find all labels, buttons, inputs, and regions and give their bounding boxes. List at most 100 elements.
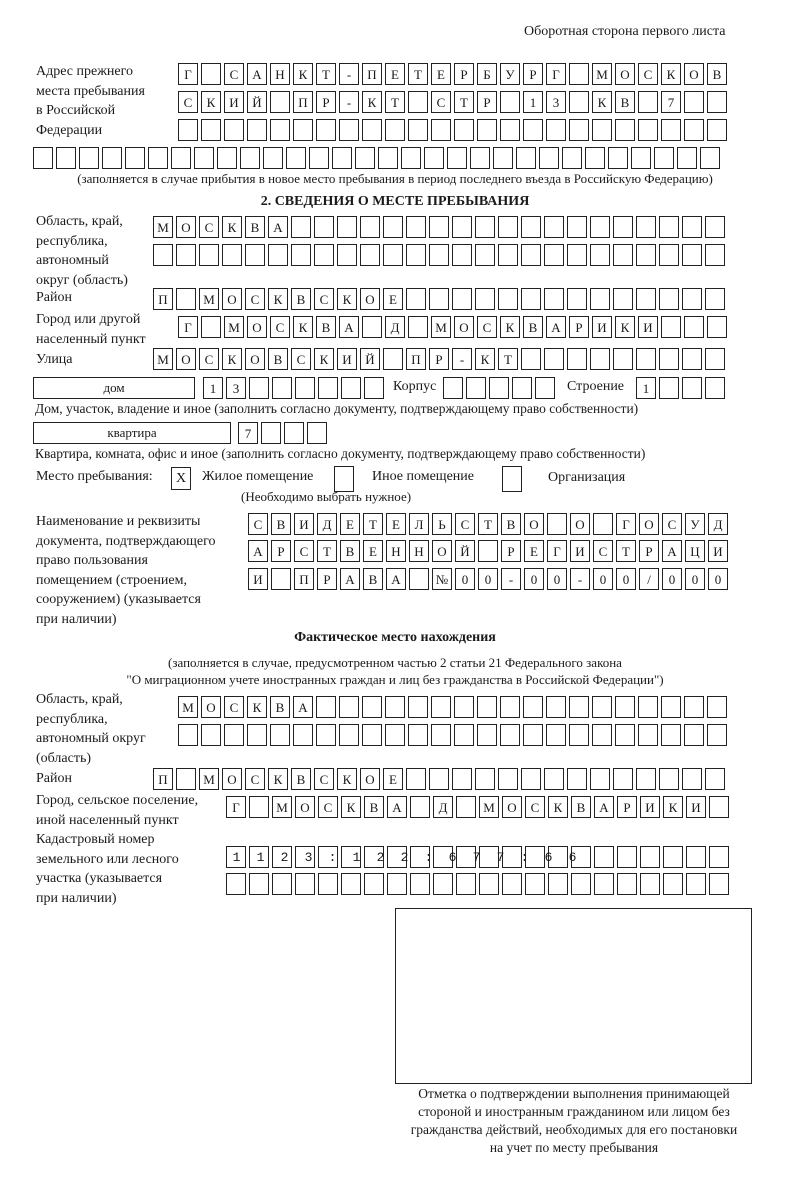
char-cell[interactable]: Е <box>363 540 383 562</box>
char-cell[interactable]: Г <box>178 63 198 85</box>
char-cell[interactable]: 1 <box>523 91 543 113</box>
char-cell[interactable]: Ь <box>432 513 452 535</box>
char-cell[interactable]: Г <box>546 63 566 85</box>
char-cell[interactable] <box>385 119 405 141</box>
char-cell[interactable] <box>663 846 683 868</box>
char-cell[interactable] <box>590 244 610 266</box>
char-cell[interactable]: О <box>684 63 704 85</box>
char-cell[interactable] <box>562 147 582 169</box>
char-cell[interactable] <box>592 724 612 746</box>
char-cell[interactable]: С <box>455 513 475 535</box>
char-cell[interactable] <box>272 377 292 399</box>
char-cell[interactable] <box>447 147 467 169</box>
char-cell[interactable] <box>638 696 658 718</box>
char-cell[interactable]: 0 <box>524 568 544 590</box>
char-cell[interactable] <box>247 724 267 746</box>
char-cell[interactable] <box>489 377 509 399</box>
char-cell[interactable]: Е <box>383 288 403 310</box>
house-type-field[interactable]: дом <box>33 377 195 399</box>
char-cell[interactable] <box>408 91 428 113</box>
char-cell[interactable]: В <box>245 216 265 238</box>
char-cell[interactable]: А <box>339 316 359 338</box>
char-cell[interactable] <box>593 513 613 535</box>
char-cell[interactable]: Т <box>478 513 498 535</box>
prev-address-row-3[interactable] <box>178 119 730 141</box>
char-cell[interactable] <box>638 91 658 113</box>
char-cell[interactable] <box>309 147 329 169</box>
char-cell[interactable] <box>523 696 543 718</box>
char-cell[interactable]: Ц <box>685 540 705 562</box>
char-cell[interactable] <box>360 244 380 266</box>
char-cell[interactable] <box>341 377 361 399</box>
char-cell[interactable] <box>546 119 566 141</box>
char-cell[interactable] <box>364 873 384 895</box>
char-cell[interactable]: И <box>294 513 314 535</box>
char-cell[interactable] <box>661 119 681 141</box>
char-cell[interactable] <box>523 119 543 141</box>
char-cell[interactable] <box>479 873 499 895</box>
char-cell[interactable] <box>493 147 513 169</box>
char-cell[interactable] <box>613 768 633 790</box>
char-cell[interactable]: А <box>662 540 682 562</box>
char-cell[interactable]: С <box>245 288 265 310</box>
char-cell[interactable] <box>429 288 449 310</box>
char-cell[interactable] <box>569 63 589 85</box>
char-cell[interactable]: Й <box>360 348 380 370</box>
char-cell[interactable] <box>516 147 536 169</box>
stroenie-row[interactable]: 1 <box>636 377 728 399</box>
actual-region-row-2[interactable] <box>178 724 730 746</box>
char-cell[interactable] <box>226 846 246 868</box>
char-cell[interactable] <box>638 119 658 141</box>
char-cell[interactable]: - <box>452 348 472 370</box>
char-cell[interactable] <box>362 119 382 141</box>
char-cell[interactable]: К <box>201 91 221 113</box>
char-cell[interactable]: Н <box>270 63 290 85</box>
char-cell[interactable] <box>521 216 541 238</box>
char-cell[interactable] <box>452 288 472 310</box>
char-cell[interactable] <box>521 348 541 370</box>
char-cell[interactable] <box>709 846 729 868</box>
char-cell[interactable] <box>408 316 428 338</box>
char-cell[interactable] <box>364 377 384 399</box>
char-cell[interactable] <box>362 724 382 746</box>
char-cell[interactable] <box>201 63 221 85</box>
char-cell[interactable] <box>475 288 495 310</box>
char-cell[interactable] <box>286 147 306 169</box>
char-cell[interactable]: Е <box>431 63 451 85</box>
char-cell[interactable] <box>454 696 474 718</box>
char-cell[interactable]: С <box>199 216 219 238</box>
char-cell[interactable] <box>682 377 702 399</box>
char-cell[interactable] <box>500 696 520 718</box>
char-cell[interactable] <box>548 846 568 868</box>
char-cell[interactable]: В <box>291 768 311 790</box>
char-cell[interactable]: О <box>360 288 380 310</box>
char-cell[interactable] <box>176 288 196 310</box>
char-cell[interactable]: О <box>615 63 635 85</box>
flat-type-field[interactable]: квартира <box>33 422 231 444</box>
option-organization-checkbox[interactable] <box>502 466 522 492</box>
char-cell[interactable]: В <box>340 540 360 562</box>
char-cell[interactable] <box>224 724 244 746</box>
char-cell[interactable]: Г <box>616 513 636 535</box>
char-cell[interactable]: О <box>639 513 659 535</box>
char-cell[interactable]: К <box>293 63 313 85</box>
char-cell[interactable] <box>431 119 451 141</box>
char-cell[interactable] <box>521 244 541 266</box>
char-cell[interactable] <box>316 119 336 141</box>
char-cell[interactable] <box>270 91 290 113</box>
char-cell[interactable] <box>569 724 589 746</box>
char-cell[interactable] <box>590 216 610 238</box>
char-cell[interactable] <box>79 147 99 169</box>
char-cell[interactable]: А <box>594 796 614 818</box>
char-cell[interactable] <box>431 696 451 718</box>
char-cell[interactable] <box>56 147 76 169</box>
char-cell[interactable]: Й <box>247 91 267 113</box>
char-cell[interactable] <box>523 724 543 746</box>
char-cell[interactable]: Т <box>454 91 474 113</box>
char-cell[interactable]: А <box>546 316 566 338</box>
char-cell[interactable] <box>406 216 426 238</box>
char-cell[interactable] <box>364 846 384 868</box>
char-cell[interactable]: В <box>571 796 591 818</box>
